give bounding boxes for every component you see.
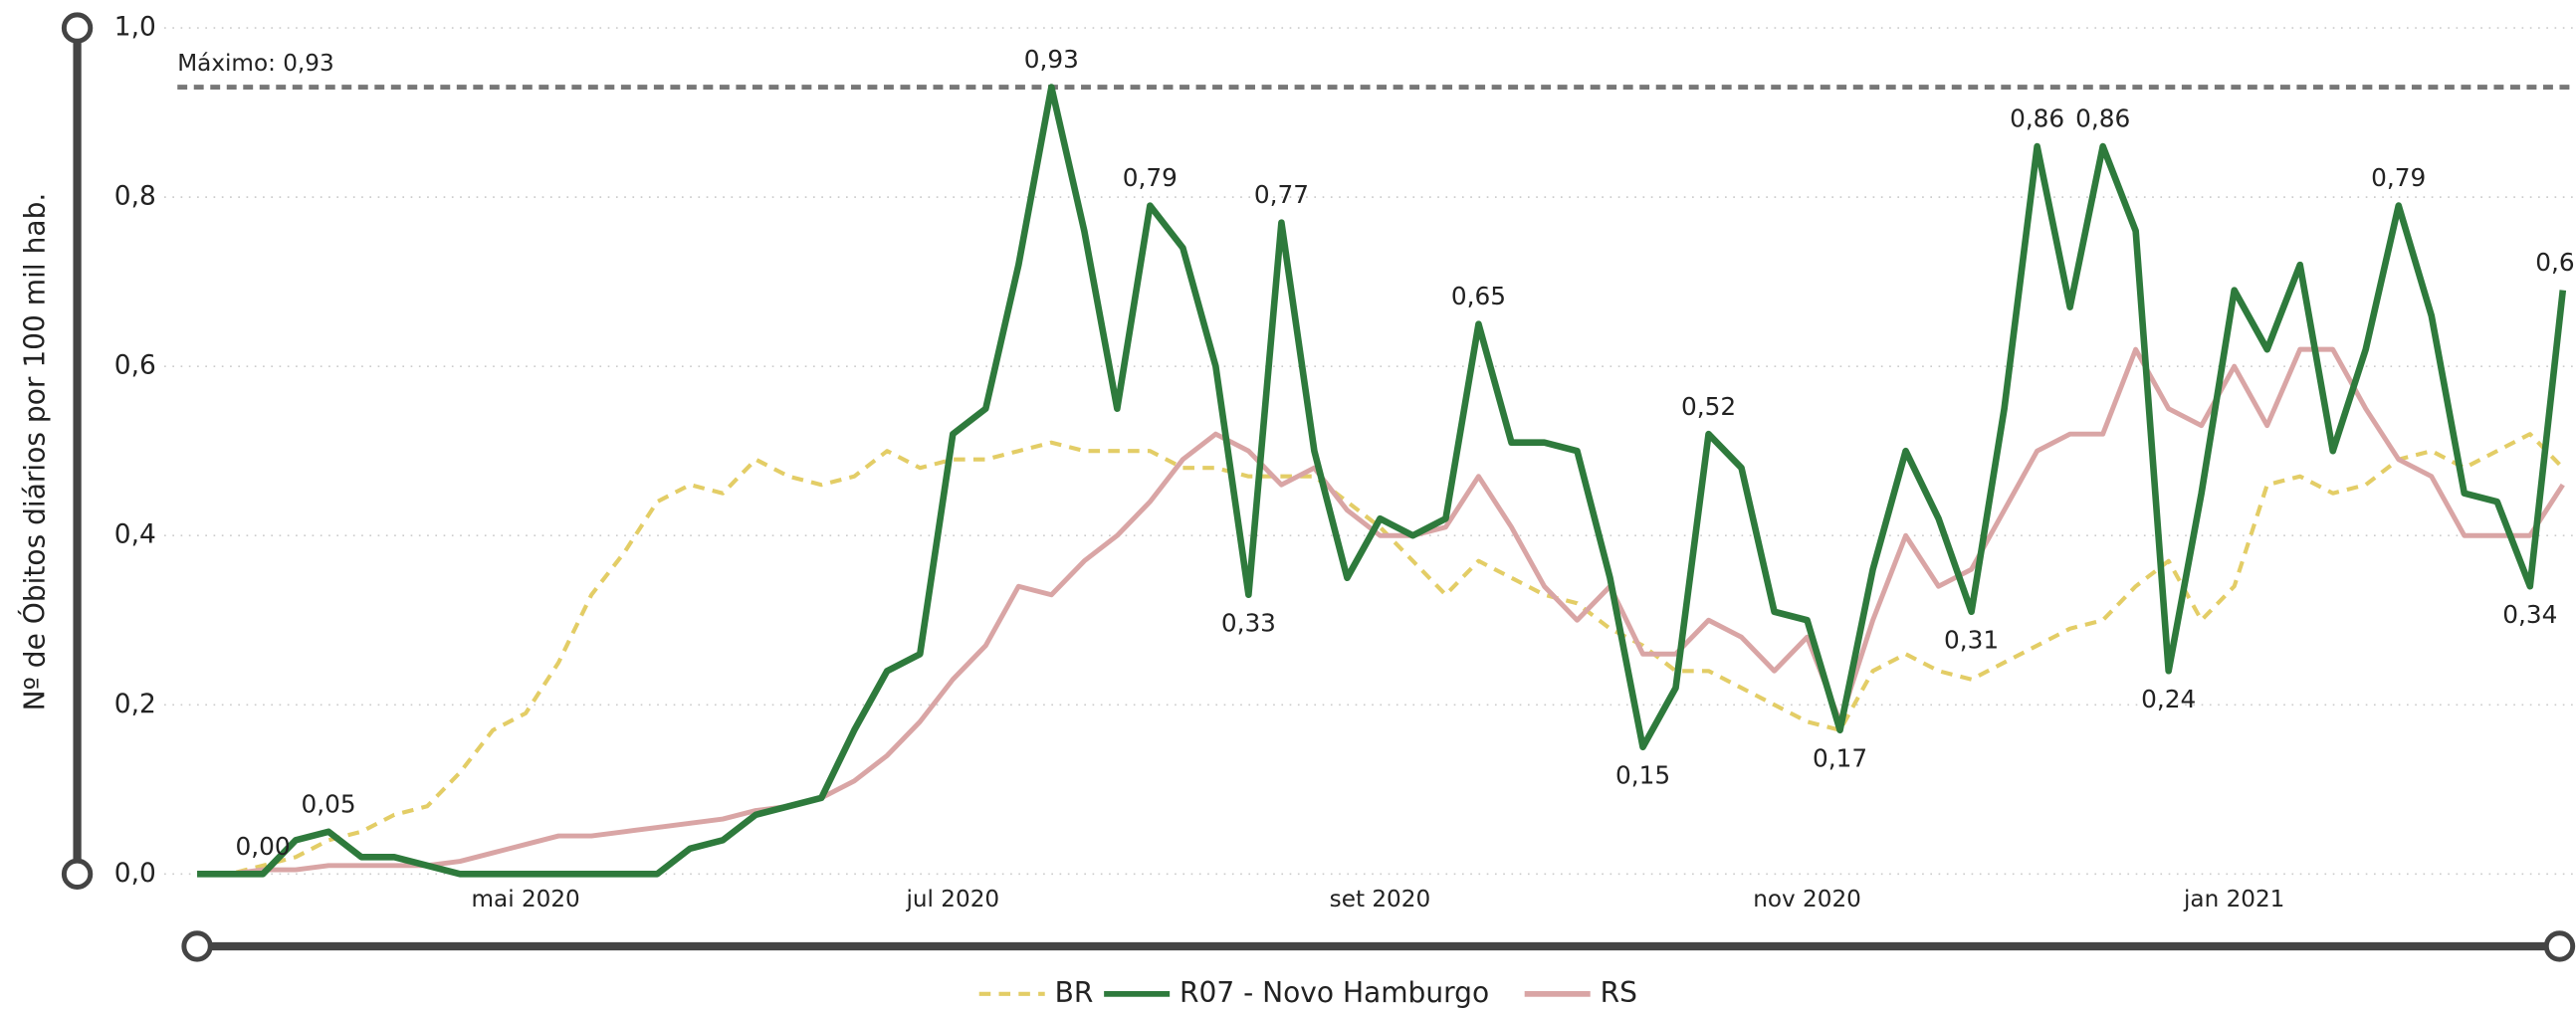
x-tick-label: jul 2020 xyxy=(905,887,999,912)
legend-label[interactable]: RS xyxy=(1601,976,1637,1009)
data-label: 0,34 xyxy=(2502,600,2557,629)
y-tick-label: 1,0 xyxy=(114,12,156,43)
y-tick-label: 0,0 xyxy=(114,858,156,889)
x-tick-label: mai 2020 xyxy=(472,887,580,912)
y-axis-title: Nº de Óbitos diários por 100 mil hab. xyxy=(17,193,51,711)
y-slider-handle[interactable] xyxy=(61,858,94,891)
reference-label: Máximo: 0,93 xyxy=(177,51,333,77)
x-slider-handle[interactable] xyxy=(2543,930,2576,962)
data-label: 0,24 xyxy=(2141,685,2196,713)
series-line xyxy=(197,84,2567,878)
data-label: 0,86 xyxy=(2075,104,2130,133)
x-tick-label: jan 2021 xyxy=(2183,887,2284,912)
data-label: 0,79 xyxy=(2371,163,2426,192)
series-line xyxy=(197,346,2565,877)
y-slider-handle[interactable] xyxy=(61,12,94,44)
y-tick-label: 0,4 xyxy=(114,519,156,550)
y-tick-label: 0,8 xyxy=(114,181,156,212)
data-label: 0,15 xyxy=(1615,760,1670,789)
legend-label[interactable]: BR xyxy=(1055,976,1094,1009)
y-tick-label: 0,2 xyxy=(114,689,156,719)
data-label: 0,79 xyxy=(1123,163,1178,192)
legend-label[interactable]: R07 - Novo Hamburgo xyxy=(1180,976,1489,1009)
data-label: 0,77 xyxy=(1254,180,1309,209)
data-label: 0,31 xyxy=(1944,625,1999,654)
data-label: 0,69 xyxy=(2535,248,2576,277)
data-label: 0,33 xyxy=(1221,608,1276,637)
series-line xyxy=(197,432,2565,877)
data-label: 0,86 xyxy=(2010,104,2064,133)
y-tick-label: 0,6 xyxy=(114,350,156,381)
data-label: 0,05 xyxy=(302,789,356,818)
x-slider-handle[interactable] xyxy=(181,930,213,962)
data-label: 0,65 xyxy=(1451,282,1506,310)
data-label: 0,93 xyxy=(1024,45,1079,74)
data-label: 0,17 xyxy=(1813,743,1867,772)
data-label: 0,52 xyxy=(1681,392,1736,421)
x-tick-label: set 2020 xyxy=(1330,887,1430,912)
x-tick-label: nov 2020 xyxy=(1753,887,1861,912)
data-label: 0,00 xyxy=(236,832,291,861)
